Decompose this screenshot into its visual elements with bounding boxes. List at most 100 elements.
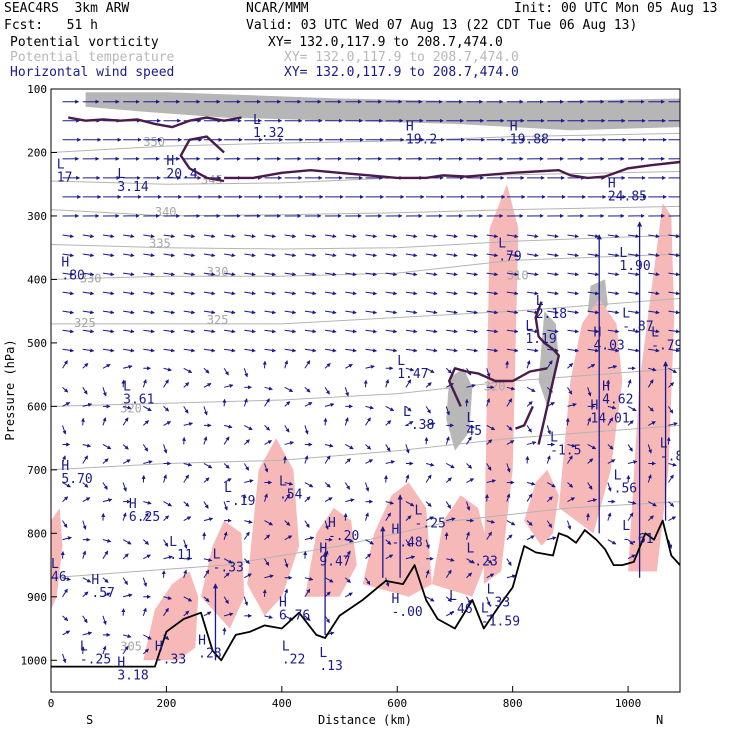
wind-vector (82, 329, 95, 334)
wind-vector (264, 272, 277, 277)
extremum-value: -.83 (660, 450, 691, 465)
wind-vector (446, 291, 458, 296)
wind-vector (304, 360, 311, 369)
isentrope-label: 305 (120, 640, 142, 654)
wind-vector (627, 291, 640, 296)
extremum-value: 3.61 (123, 393, 154, 408)
wind-vector (445, 569, 452, 579)
wind-vector (607, 482, 612, 492)
wind-vector (163, 379, 169, 388)
wind-vector (547, 253, 559, 258)
wind-vector (345, 253, 357, 258)
wind-vector (668, 382, 675, 388)
wind-vector (365, 329, 378, 334)
wind-vector (365, 253, 378, 258)
wind-vector (345, 329, 357, 334)
wind-vector (627, 379, 632, 388)
wind-vector (627, 253, 640, 258)
wind-vector (203, 569, 210, 579)
wind-vector (587, 291, 600, 296)
wind-vector (82, 272, 95, 277)
wind-vector (102, 363, 111, 369)
x-axis-title: Distance (km) (318, 713, 412, 727)
wind-vector (668, 406, 674, 414)
wind-vector (345, 291, 357, 296)
field-name-pv: Potential vorticity (10, 35, 159, 50)
wind-vector (365, 444, 372, 450)
wind-vector (223, 596, 229, 605)
wind-vector (547, 536, 557, 541)
wind-vector (122, 482, 127, 492)
wind-vector (325, 329, 337, 334)
wind-vector (587, 253, 600, 258)
wind-vector (82, 348, 95, 353)
wind-vector (425, 474, 432, 483)
wind-vector (486, 424, 496, 431)
wind-vector (425, 406, 431, 414)
wind-vector (324, 443, 334, 448)
wind-vector (647, 444, 652, 454)
wind-vector (183, 596, 193, 602)
extremum-value: -.61 (622, 532, 653, 547)
wind-vector (446, 234, 458, 239)
wind-vector (163, 406, 170, 412)
extremum-letter: L (282, 640, 290, 655)
wind-vector (143, 460, 153, 465)
wind-vector (82, 310, 95, 315)
extremum-value: 45 (466, 424, 482, 439)
isentrope-label: 325 (74, 316, 96, 330)
wind-vector (304, 536, 315, 541)
wind-vector (203, 517, 214, 522)
wind-vector (647, 406, 654, 412)
extremum-letter: L (123, 380, 131, 395)
pv-contour (224, 160, 680, 180)
extremum-letter: L (550, 430, 558, 445)
wind-vector (183, 382, 190, 388)
wind-vector (304, 253, 317, 258)
extremum-value: -.25 (80, 653, 111, 668)
wind-vector (102, 291, 115, 296)
extremum-value: -.25 (415, 516, 446, 531)
extremum-letter: L (487, 583, 495, 598)
wind-vector (102, 577, 109, 583)
wind-vector (82, 631, 93, 636)
wind-vector (284, 272, 297, 277)
extremum-value: -.33 (213, 561, 244, 576)
y-axis-title: Pressure (hPa) (3, 339, 17, 440)
wind-vector (243, 439, 250, 445)
wind-vector (648, 348, 660, 353)
isentrope-label: 335 (149, 237, 171, 251)
wind-vector (627, 500, 637, 505)
wind-vector (526, 386, 536, 393)
wind-vector (183, 291, 196, 296)
pink-shade-region (431, 495, 490, 597)
wind-vector (607, 291, 620, 296)
wind-vector (82, 497, 91, 503)
wind-vector (486, 272, 499, 277)
wind-vector (526, 401, 533, 407)
wind-vector (102, 329, 115, 334)
wind-vector (244, 272, 256, 277)
wind-vector (304, 520, 310, 528)
wind-vector (466, 329, 479, 334)
wind-vector (405, 291, 418, 296)
wind-vector (567, 348, 579, 353)
wind-vector (567, 329, 579, 334)
wind-vector (405, 234, 418, 239)
wind-vector (446, 348, 458, 353)
wind-vector (203, 272, 216, 277)
extremum-letter: H (198, 633, 206, 648)
wind-vector (324, 591, 331, 598)
wind-vector (183, 474, 190, 483)
wind-vector (183, 462, 193, 467)
wind-vector (203, 234, 216, 239)
wind-vector (425, 516, 434, 522)
wind-vector (62, 653, 67, 664)
wind-vector (62, 425, 67, 435)
wind-vector (587, 329, 600, 334)
pink-shade-region (247, 438, 300, 616)
wind-vector (385, 329, 398, 334)
wind-vector (506, 440, 515, 445)
wind-vector (223, 368, 229, 376)
y-tick-label: 1000 (21, 654, 48, 667)
